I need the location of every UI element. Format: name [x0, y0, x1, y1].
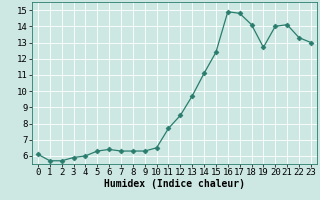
X-axis label: Humidex (Indice chaleur): Humidex (Indice chaleur)	[104, 179, 245, 189]
